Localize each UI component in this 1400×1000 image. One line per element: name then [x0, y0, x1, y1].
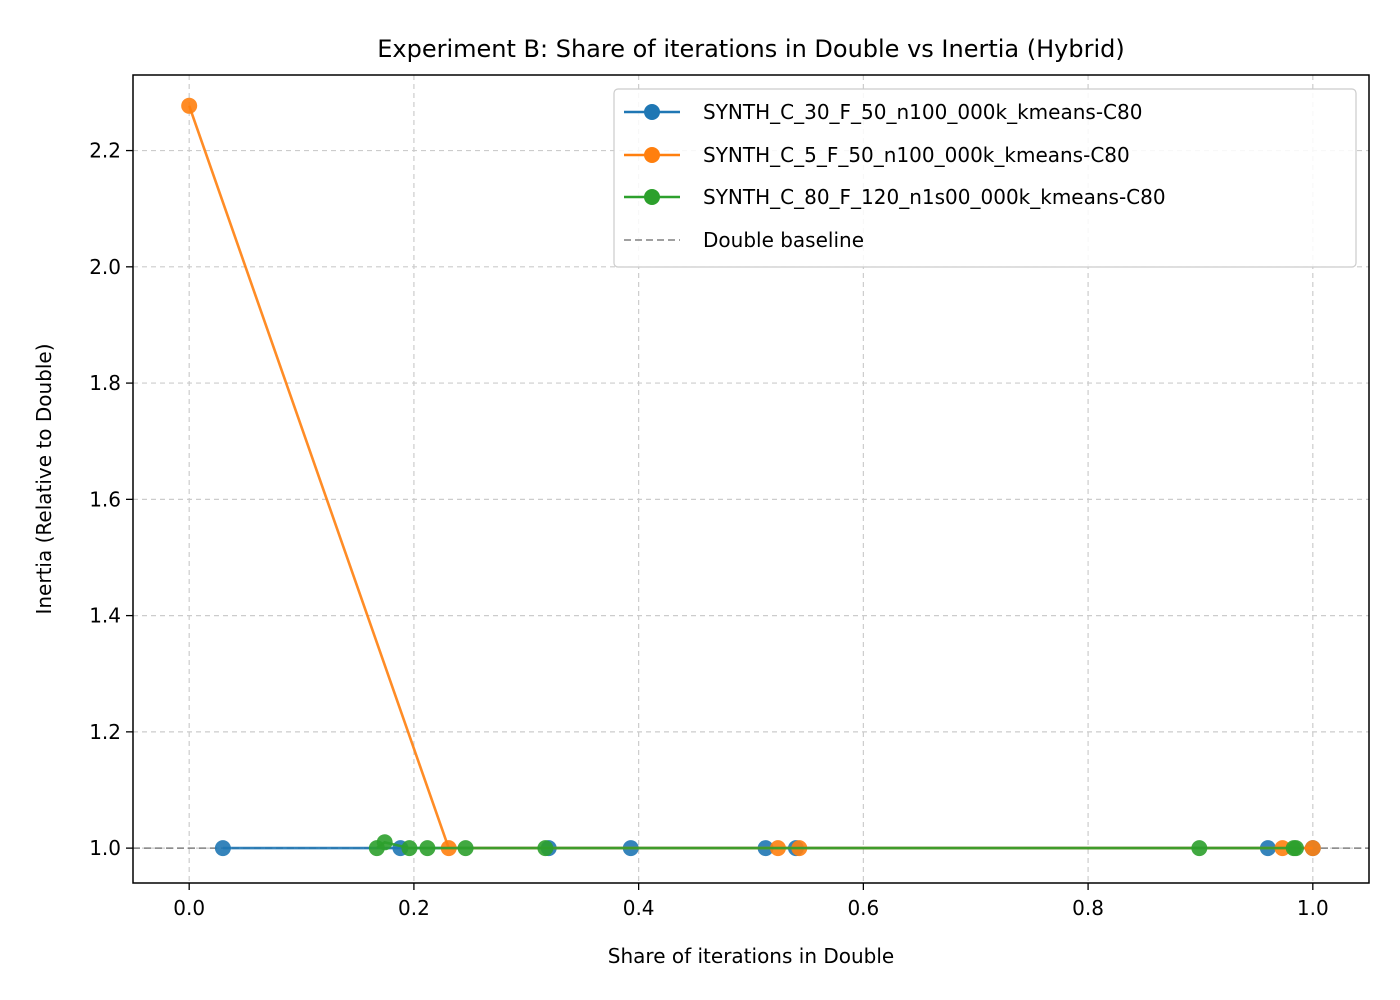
data-point	[181, 97, 198, 114]
plot-frame	[132, 74, 1370, 884]
x-tick-label: 1.0	[1297, 896, 1329, 920]
y-tick-label: 2.0	[89, 255, 121, 279]
series-layer	[181, 97, 1321, 857]
y-tick-label: 1.2	[89, 720, 121, 744]
x-tick-label: 0.0	[173, 896, 205, 920]
y-tick-label: 1.0	[89, 836, 121, 860]
legend-label: SYNTH_C_5_F_50_n100_000k_kmeans-C80	[703, 143, 1130, 167]
data-point	[376, 834, 393, 851]
data-point	[1304, 840, 1321, 857]
legend-label: Double baseline	[703, 228, 864, 252]
series-3	[368, 834, 1304, 857]
legend: SYNTH_C_30_F_50_n100_000k_kmeans-C80 SYNT…	[613, 88, 1357, 268]
data-point	[1287, 840, 1304, 857]
legend-marker	[644, 147, 660, 163]
data-point	[457, 840, 474, 857]
legend-box	[613, 88, 1357, 268]
x-axis-label: Share of iterations in Double	[608, 944, 894, 968]
data-point	[1191, 840, 1208, 857]
x-tick-label: 0.6	[847, 896, 879, 920]
data-point	[401, 840, 418, 857]
ticks: 0.0 0.2 0.4 0.6 0.8 1.0 1.0 1.2 1.4 1.6 1.8 2.0 2.2	[89, 139, 1329, 920]
data-point	[419, 840, 436, 857]
data-point	[214, 840, 231, 857]
legend-label: SYNTH_C_30_F_50_n100_000k_kmeans-C80	[703, 100, 1142, 124]
y-tick-label: 1.8	[89, 371, 121, 395]
legend-marker	[644, 189, 660, 205]
y-tick-label: 1.6	[89, 487, 121, 511]
x-tick-label: 0.2	[398, 896, 430, 920]
y-axis-label: Inertia (Relative to Double)	[32, 343, 56, 614]
x-tick-label: 0.4	[623, 896, 655, 920]
x-tick-label: 0.8	[1072, 896, 1104, 920]
y-tick-label: 2.2	[89, 139, 121, 163]
chart-title: Experiment B: Share of iterations in Dou…	[377, 35, 1124, 63]
legend-marker	[644, 104, 660, 120]
y-tick-label: 1.4	[89, 604, 121, 628]
legend-label: SYNTH_C_80_F_120_n1s00_000k_kmeans-C80	[703, 185, 1166, 209]
data-point	[537, 840, 554, 857]
